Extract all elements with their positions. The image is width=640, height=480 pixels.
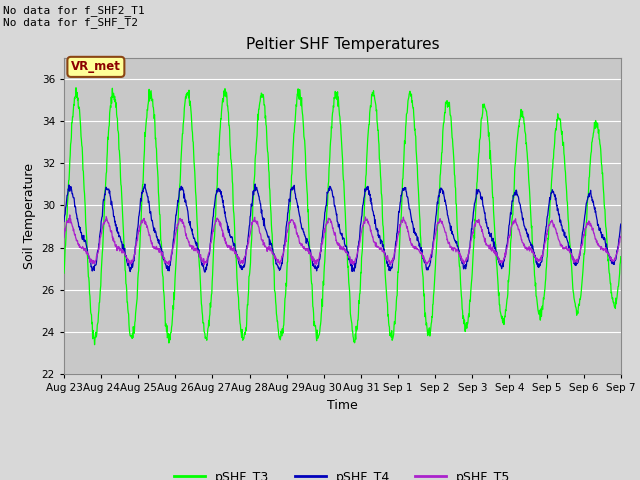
X-axis label: Time: Time: [327, 399, 358, 412]
Y-axis label: Soil Temperature: Soil Temperature: [23, 163, 36, 269]
Title: Peltier SHF Temperatures: Peltier SHF Temperatures: [246, 37, 439, 52]
Text: No data for f_SHF2_T1
No data for f_SHF_T2: No data for f_SHF2_T1 No data for f_SHF_…: [3, 5, 145, 28]
Legend: pSHF_T3, pSHF_T4, pSHF_T5: pSHF_T3, pSHF_T4, pSHF_T5: [169, 466, 516, 480]
Text: VR_met: VR_met: [71, 60, 121, 73]
